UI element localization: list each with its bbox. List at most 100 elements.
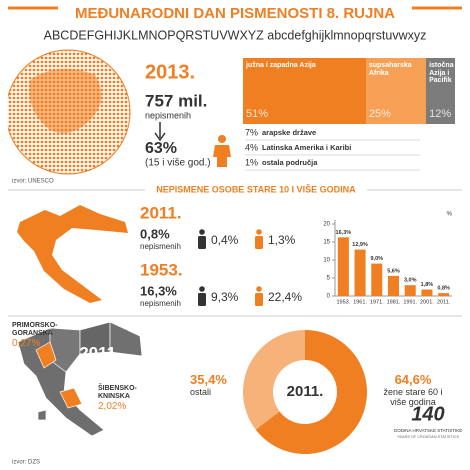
row-total-label: nepismenih bbox=[140, 242, 181, 251]
bar-segment: istočna Azija i Pacifik 12% bbox=[426, 58, 455, 124]
county-value: 0,27% bbox=[12, 338, 41, 350]
icon-head bbox=[256, 229, 262, 235]
croatia-map bbox=[17, 205, 128, 303]
donut-center: 2011. bbox=[287, 383, 324, 400]
header-bg bbox=[145, 184, 367, 196]
x-tick-label: 2001. bbox=[420, 299, 434, 305]
bar bbox=[354, 249, 366, 296]
page-title: MEĐUNARODNI DAN PISMENOSTI 8. RUJNA bbox=[75, 5, 395, 22]
person-icon bbox=[198, 286, 206, 306]
donut-slice bbox=[242, 330, 305, 430]
globe bbox=[8, 49, 131, 175]
stacked-bar: južna i zapadna Azija 51% supsaharska Afri… bbox=[243, 58, 455, 124]
section-title: NEPISMENE OSOBE STARE 10 I VIŠE GODINA bbox=[156, 183, 356, 194]
x-tick-label: 1971. bbox=[370, 299, 384, 305]
icon-body bbox=[198, 236, 206, 249]
segment-name: istočna Azija i Pacifik bbox=[429, 62, 454, 85]
region-pct: 4% bbox=[245, 142, 258, 152]
y-tick-label: 5 bbox=[327, 276, 331, 282]
icon-head bbox=[199, 286, 205, 292]
segment-value: 51% bbox=[246, 107, 269, 120]
count: 757 mil. bbox=[145, 91, 207, 110]
y-tick-label: 10 bbox=[323, 258, 330, 264]
row-year: 1953. bbox=[140, 260, 183, 279]
value-label: 9,0% bbox=[371, 256, 384, 262]
x-tick-label: 1981. bbox=[387, 299, 401, 305]
y-tick-label: 15 bbox=[323, 240, 330, 246]
segment-value: 25% bbox=[368, 107, 391, 120]
bar-segment: supsaharska Afrika 25% bbox=[365, 58, 427, 124]
row-total: 16,3% bbox=[140, 283, 177, 298]
county-name: ŠIBENSKO-KNINSKA bbox=[98, 385, 137, 401]
x-tick-label: 2011. bbox=[437, 299, 451, 305]
bar bbox=[438, 293, 450, 296]
logo-line: YEARS OF CROATIAN STATISTICS bbox=[397, 435, 459, 439]
y-tick-label: 0 bbox=[327, 294, 331, 300]
donut-slice bbox=[255, 330, 367, 455]
county-value: 2,02% bbox=[98, 401, 127, 413]
row-female: 1,3% bbox=[268, 233, 296, 247]
row-male: 9,3% bbox=[211, 290, 239, 304]
source: izvor: DZS bbox=[12, 460, 40, 466]
county-label: PRIMORSKO-GORANSKA 0,27% bbox=[12, 322, 68, 349]
person-icon bbox=[255, 286, 263, 306]
donut-label: 64,6% žene stare 60 i više godina bbox=[378, 372, 448, 408]
bar bbox=[337, 237, 349, 296]
bar bbox=[371, 263, 383, 296]
value-label: 12,9% bbox=[352, 242, 368, 248]
logo: 140 GODINA HRVATSKE STATISTIKE YEARS OF … bbox=[394, 403, 463, 439]
y-unit: % bbox=[447, 212, 453, 218]
person-icon bbox=[198, 229, 206, 249]
year: 2013. bbox=[145, 61, 195, 83]
county-map bbox=[17, 321, 143, 437]
count-label: nepismenih bbox=[145, 110, 191, 120]
row-year: 2011. bbox=[140, 203, 182, 222]
icon-head bbox=[199, 229, 205, 235]
county-label: ŠIBENSKO-KNINSKA 2,02% bbox=[98, 385, 154, 412]
bar-segment: južna i zapadna Azija 51% bbox=[243, 58, 366, 124]
person-icon bbox=[213, 135, 231, 167]
icon-head bbox=[256, 286, 262, 292]
icon-body bbox=[255, 293, 263, 306]
bar bbox=[387, 275, 400, 296]
row-total-label: nepismenih bbox=[140, 299, 181, 308]
region-pct: 7% bbox=[245, 127, 258, 137]
arrow bbox=[154, 122, 166, 142]
segment-value: 12% bbox=[429, 107, 452, 120]
share: 63% bbox=[145, 140, 177, 157]
region-name: ostala područja bbox=[262, 158, 318, 167]
row-female: 22,4% bbox=[268, 290, 302, 304]
x-tick-label: 1961. bbox=[353, 299, 367, 305]
region-name: Latinska Amerika i Karibi bbox=[262, 143, 351, 152]
person-icon bbox=[255, 229, 263, 249]
row-male: 0,4% bbox=[211, 233, 239, 247]
donut-category: ostali bbox=[190, 387, 212, 397]
donut-category: žene stare 60 i više godina bbox=[383, 387, 443, 408]
segment-name: južna i zapadna Azija bbox=[246, 62, 316, 69]
x-tick-label: 1953. bbox=[336, 299, 350, 305]
bar bbox=[404, 285, 416, 296]
value-label: 3,0% bbox=[404, 278, 417, 284]
county-name: PRIMORSKO-GORANSKA bbox=[12, 322, 58, 338]
icon-body bbox=[255, 236, 263, 249]
row-total: 0,8% bbox=[140, 226, 170, 241]
donut-label: 35,4% ostali bbox=[190, 372, 250, 397]
region-pct: 1% bbox=[245, 157, 258, 167]
segment-name: supsaharska Afrika bbox=[368, 62, 412, 77]
value-label: 1,8% bbox=[421, 282, 434, 288]
region-name: arapske države bbox=[262, 128, 316, 137]
value-label: 5,6% bbox=[387, 268, 400, 274]
donut-value: 64,6% bbox=[394, 372, 432, 387]
donut-value: 35,4% bbox=[190, 372, 227, 387]
icon-body bbox=[198, 293, 206, 306]
y-tick-label: 20 bbox=[323, 222, 330, 228]
logo-line: GODINA HRVATSKE STATISTIKE bbox=[394, 428, 463, 433]
map-year: 2011. bbox=[79, 343, 121, 362]
source: izvor: UNESCO bbox=[12, 179, 54, 185]
value-label: 0,8% bbox=[437, 286, 450, 292]
alphabet: ABCDEFGHIJKLMNOPQRSTUVWXYZ abcdefghijklm… bbox=[44, 28, 427, 42]
share-note: (15 i više god.) bbox=[145, 158, 211, 169]
value-label: 16,3% bbox=[336, 230, 352, 236]
logo-number: 140 bbox=[411, 403, 444, 425]
